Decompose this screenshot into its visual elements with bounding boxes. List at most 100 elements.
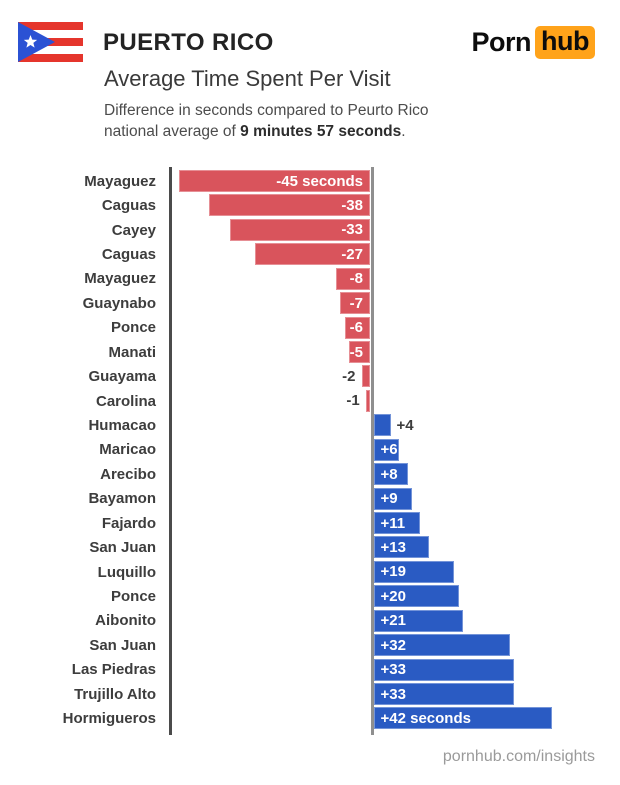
category-label: Arecibo xyxy=(100,465,156,483)
left-axis-line xyxy=(169,167,172,735)
logo-text-porn: Porn xyxy=(471,27,532,57)
positive-bar: +20 xyxy=(373,585,459,608)
bar-chart: Mayaguez -45 seconds Caguas -38 Cayey -33 Cagu… xyxy=(0,167,620,735)
negative-bar: -38 xyxy=(208,194,370,217)
category-label: Guaynabo xyxy=(82,294,156,312)
chart-row: Fajardo +11 xyxy=(0,511,620,535)
bar-value-label: +21 xyxy=(380,612,406,630)
positive-bar: +19 xyxy=(373,560,455,583)
category-label: Trujillo Alto xyxy=(74,685,156,703)
chart-row: Humacao +4 xyxy=(0,413,620,437)
bar-value-label: +19 xyxy=(380,563,406,581)
positive-bar: +9 xyxy=(373,487,412,510)
positive-bar: +13 xyxy=(373,536,429,559)
negative-bar: -8 xyxy=(336,267,370,290)
positive-bar: +33 xyxy=(373,658,514,681)
category-label: San Juan xyxy=(89,636,156,654)
chart-row: Ponce -6 xyxy=(0,316,620,340)
bar-value-label: +6 xyxy=(380,441,398,459)
positive-bar: +6 xyxy=(373,438,399,461)
chart-row: Cayey -33 xyxy=(0,218,620,242)
chart-row: Las Piedras +33 xyxy=(0,658,620,682)
chart-row: San Juan +13 xyxy=(0,535,620,559)
category-label: Ponce xyxy=(110,319,156,337)
positive-bar: +8 xyxy=(373,463,408,486)
category-label: Ponce xyxy=(110,588,156,605)
bar-value-label: -27 xyxy=(341,245,363,263)
bar-value-label: +9 xyxy=(380,490,398,508)
bar-value-label: +32 xyxy=(380,636,406,654)
category-label: Carolina xyxy=(95,392,156,410)
chart-title: Average Time Spent Per Visit xyxy=(104,66,391,91)
chart-row: Caguas -38 xyxy=(0,193,620,217)
bar-value-label: -7 xyxy=(349,294,363,312)
chart-row: Aibonito +21 xyxy=(0,609,620,633)
bar-value-label: -2 xyxy=(342,367,356,385)
zero-baseline xyxy=(370,167,374,735)
bar-value-label: -38 xyxy=(341,196,363,214)
chart-rows: Mayaguez -45 seconds Caguas -38 Cayey -33 Cagu… xyxy=(0,169,620,735)
chart-row: Hormigueros +42 seconds xyxy=(0,706,620,730)
category-label: Humacao xyxy=(88,417,156,434)
negative-bar xyxy=(365,389,370,412)
logo-text-hub: hub xyxy=(535,26,595,59)
description-line2-prefix: national average of xyxy=(104,123,241,140)
negative-bar: -27 xyxy=(255,243,370,266)
category-label: Bayamon xyxy=(88,490,156,508)
negative-bar: -7 xyxy=(340,292,370,315)
bar-value-label: +8 xyxy=(380,465,398,483)
chart-row: Mayaguez -45 seconds xyxy=(0,169,620,193)
chart-row: Luquillo +19 xyxy=(0,560,620,584)
positive-bar: +33 xyxy=(373,683,514,706)
category-label: Manati xyxy=(108,343,156,361)
chart-row: Guaynabo -7 xyxy=(0,291,620,315)
positive-bar: +42 seconds xyxy=(373,707,552,730)
chart-row: Bayamon +9 xyxy=(0,487,620,511)
positive-bar: +32 xyxy=(373,634,510,657)
category-label: Maricao xyxy=(99,441,156,459)
bar-value-label: +13 xyxy=(380,538,406,556)
negative-bar: -45 seconds xyxy=(178,170,370,192)
category-label: Caguas xyxy=(101,245,156,263)
negative-bar: -6 xyxy=(344,316,370,339)
bar-value-label: +20 xyxy=(380,587,406,605)
positive-bar xyxy=(373,414,391,437)
category-label: Luquillo xyxy=(97,563,156,581)
chart-row: Ponce +20 xyxy=(0,584,620,608)
category-label: Mayaguez xyxy=(84,270,156,288)
category-label: San Juan xyxy=(89,539,156,557)
category-label: Aibonito xyxy=(95,612,156,630)
chart-row: Mayaguez -8 xyxy=(0,267,620,291)
chart-row: Guayama -2 xyxy=(0,364,620,388)
negative-bar: -33 xyxy=(229,218,370,241)
category-label: Hormigueros xyxy=(62,710,156,728)
chart-row: Manati -5 xyxy=(0,340,620,364)
chart-row: Maricao +6 xyxy=(0,438,620,462)
bar-value-label: -5 xyxy=(349,343,363,361)
positive-bar: +21 xyxy=(373,609,463,632)
chart-row: Arecibo +8 xyxy=(0,462,620,486)
bar-value-label: -45 seconds xyxy=(276,172,363,190)
bar-value-label: -6 xyxy=(349,319,363,337)
description-line1: Difference in seconds compared to Peurto… xyxy=(104,102,429,119)
category-label: Cayey xyxy=(111,221,156,239)
chart-row: San Juan +32 xyxy=(0,633,620,657)
bar-value-label: +42 seconds xyxy=(380,709,471,727)
category-label: Fajardo xyxy=(101,514,156,532)
description-line2-suffix: . xyxy=(401,123,406,140)
category-label: Caguas xyxy=(101,197,156,215)
category-label: Las Piedras xyxy=(71,661,156,679)
description-average-value: 9 minutes 57 seconds xyxy=(240,123,402,140)
bar-value-label: -33 xyxy=(341,221,363,239)
bar-value-label: +11 xyxy=(380,514,406,532)
negative-bar: -5 xyxy=(348,341,370,363)
chart-row: Caguas -27 xyxy=(0,242,620,266)
chart-row: Trujillo Alto +33 xyxy=(0,682,620,706)
insights-url: pornhub.com/insights xyxy=(442,748,595,765)
puerto-rico-flag-icon xyxy=(18,22,83,62)
positive-bar: +11 xyxy=(373,512,421,535)
bar-value-label: -1 xyxy=(346,392,360,410)
chart-row: Carolina -1 xyxy=(0,389,620,413)
bar-value-label: +33 xyxy=(380,661,406,679)
negative-bar xyxy=(361,365,370,388)
